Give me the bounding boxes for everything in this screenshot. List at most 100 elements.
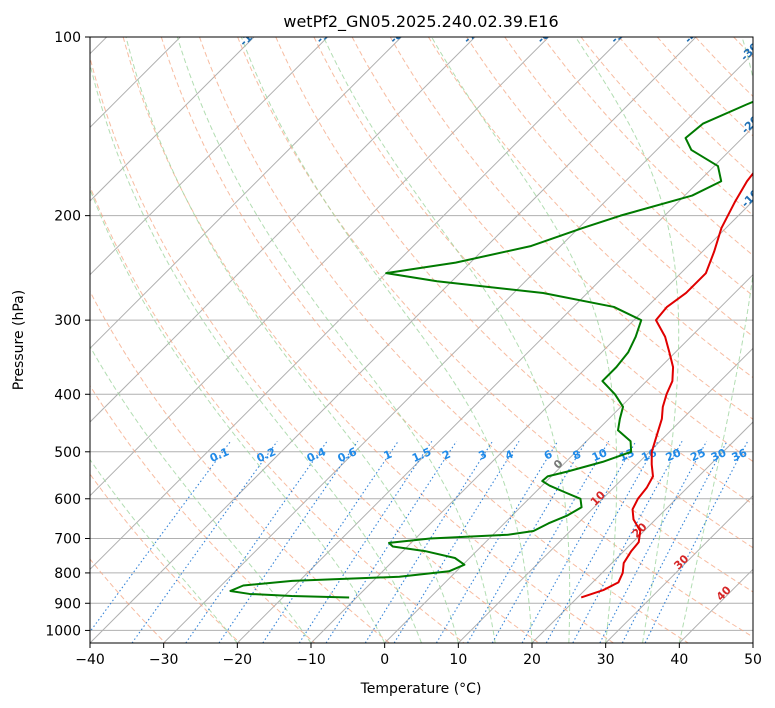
moist-adiabat [431,37,618,643]
isotherm-label: -40 [682,23,705,46]
mixing-ratio-label: 0.4 [305,445,328,465]
mixing-ratio-line [325,440,457,643]
mixing-ratio-line [393,440,520,643]
mixing-ratio-line [521,440,637,643]
isotherm-label: -90 [314,23,337,46]
isotherm-label: 40 [714,583,734,603]
dry-adiabat [656,37,753,137]
dry-adiabat [237,37,753,593]
temperature-profile-line [580,171,753,599]
isotherm-label: -100 [237,20,266,49]
dry-adiabat [160,37,689,643]
mixing-ratio-line [572,441,683,643]
mixing-ratio-line [90,440,232,633]
mixing-ratio-label: 1.5 [410,445,433,465]
axes: −40 −30 −20 −10 0 10 20 30 40 50 100 200 300 400 500 60… [45,30,762,668]
isotherm-gridline [90,37,255,202]
y-tick-label: 100 [54,30,81,46]
isotherm-gridline [236,126,753,643]
isotherm-gridline [384,273,753,643]
moist-adiabat [240,37,533,643]
y-tick-label: 700 [54,532,81,548]
isotherm-label: -20 [739,113,762,136]
mixing-ratio-line [545,440,659,643]
dry-adiabat [90,473,241,643]
isotherm-gridline [457,347,753,643]
y-tick-label: 200 [54,209,81,225]
mixing-ratio-line [491,440,610,643]
isotherm-gridline [90,37,329,276]
isotherm-gridline [752,642,753,643]
mixing-ratio-label: 0.6 [336,445,359,465]
y-tick-label: 600 [54,492,81,508]
mixing-ratio-label: 10 [590,446,610,464]
dry-adiabat [90,290,390,643]
dry-adiabat [695,37,753,98]
mixing-ratio-line [185,440,328,643]
x-tick-label: 10 [449,652,467,668]
moist-adiabat [323,37,571,643]
dewpoint-profile-line [229,100,753,599]
y-tick-label: 900 [54,596,81,612]
y-axis-label: Pressure (hPa) [11,290,27,390]
dry-adiabat [199,37,753,638]
isotherm-gridline [90,37,402,350]
plot-frame [89,36,754,644]
moist-adiabat [678,37,753,643]
x-tick-label: 50 [744,652,762,668]
isotherm-label: -80 [387,23,410,46]
x-tick-label: 40 [670,652,688,668]
mixing-ratio-label: 2 [440,448,452,463]
chart-title: wetPf2_GN05.2025.240.02.39.E16 [283,12,558,32]
dry-adiabat [618,37,753,177]
isotherm-gridline [163,52,753,643]
dry-adiabat [90,185,465,643]
mixing-ratio-line [435,440,559,643]
x-tick-label: −40 [75,652,105,668]
mixing-ratio-line [262,440,399,643]
y-tick-label: 500 [54,445,81,461]
x-tick-label: −30 [149,652,179,668]
mixing-ratio-line [364,440,494,643]
isotherm-label: -50 [608,23,631,46]
isotherm-label: -60 [535,23,558,46]
y-tick-label: 1000 [45,623,81,639]
mixing-ratio-line [644,441,749,643]
dry-adiabat [275,37,753,549]
plot-area: 0.1 0.2 0.4 0.6 1 1.5 2 3 4 6 8 10 13 16 20 25 30 36-100-… [90,20,762,643]
x-tick-label: −10 [296,652,326,668]
isotherm-gridline [310,200,753,643]
isotherm-gridline [531,421,753,643]
dry-adiabat [90,384,316,643]
dry-adiabat [122,37,614,643]
y-tick-label: 300 [54,313,81,329]
isotherm-label: 30 [671,552,691,572]
moist-adiabat [176,37,496,643]
dry-adiabat [427,37,753,379]
isotherm-label: -30 [738,40,761,63]
moist-adiabat [575,37,680,643]
x-axis-label: Temperature (°C) [360,681,482,697]
moist-adiabat [125,37,459,643]
moist-adiabat [90,458,238,643]
dry-adiabat [351,37,753,463]
moist-adiabat [90,188,386,643]
isotherm-gridline [678,568,753,643]
mixing-ratio-line [467,440,587,643]
mixing-ratio-label: 25 [688,446,707,464]
isotherm-label: -70 [461,23,484,46]
mixing-ratio-line [298,440,433,643]
dry-adiabat [389,37,753,420]
dry-adiabat [542,37,753,256]
dry-adiabat [313,37,753,505]
mixing-ratio-label: 4 [503,448,516,463]
x-tick-label: 0 [380,652,389,668]
isotherm-gridline [90,37,697,643]
isotherm-gridline [605,494,753,643]
dry-adiabat [90,55,540,643]
y-tick-label: 800 [54,566,81,582]
moist-adiabat [90,62,422,643]
dry-adiabat [466,37,753,338]
y-tick-label: 400 [54,387,81,403]
